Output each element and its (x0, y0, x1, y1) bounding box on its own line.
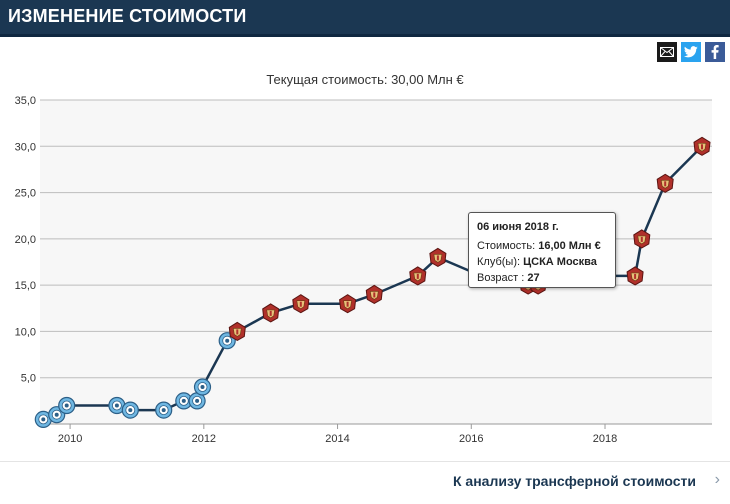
mail-share-button[interactable] (657, 42, 677, 62)
tooltip-club-label: Клуб(ы): (477, 256, 521, 268)
tooltip-age-label: Возраст : (477, 272, 525, 284)
data-point[interactable] (155, 401, 173, 419)
tooltip-club: ЦСКА Москва (523, 256, 597, 268)
facebook-icon (711, 45, 719, 59)
data-point[interactable] (656, 173, 674, 193)
data-point[interactable] (262, 303, 280, 323)
chevron-right-icon[interactable]: › (714, 471, 720, 488)
tooltip-age: 27 (527, 272, 540, 284)
data-point[interactable] (34, 410, 52, 428)
footer-divider (0, 461, 730, 462)
y-tick-label: 30,0 (15, 141, 36, 153)
x-tick-label: 2012 (192, 433, 216, 445)
facebook-share-button[interactable] (705, 42, 725, 62)
data-point[interactable] (429, 247, 447, 267)
data-point[interactable] (409, 266, 427, 286)
tooltip-value-label: Стоимость: (477, 240, 536, 252)
tooltip-date: 06 июня 2018 г. (477, 221, 559, 233)
data-point[interactable] (228, 321, 246, 341)
y-tick-label: 10,0 (15, 326, 36, 338)
mail-icon (660, 47, 674, 57)
tooltip: 06 июня 2018 г. Стоимость: 16,00 Млн € К… (468, 212, 616, 288)
x-tick-label: 2018 (593, 433, 617, 445)
data-point[interactable] (693, 136, 711, 156)
y-tick-label: 35,0 (15, 95, 36, 107)
data-point[interactable] (339, 294, 357, 314)
x-tick-label: 2016 (459, 433, 483, 445)
value-chart: 5,0 10,0 15,0 20,0 25,0 30,0 35,0 2010 2012 2014… (15, 95, 712, 445)
x-tick-label: 2014 (325, 433, 349, 445)
data-point[interactable] (193, 378, 212, 396)
data-point[interactable] (175, 392, 193, 410)
x-tick-label: 2010 (58, 433, 82, 445)
y-tick-label: 20,0 (15, 234, 36, 246)
data-point[interactable] (58, 396, 76, 415)
tooltip-value: 16,00 Млн € (538, 240, 601, 252)
data-point[interactable] (365, 284, 383, 304)
y-tick-label: 15,0 (15, 280, 36, 292)
section-header: ИЗМЕНЕНИЕ СТОИМОСТИ (0, 0, 730, 37)
data-point[interactable] (633, 229, 651, 249)
y-tick-label: 5,0 (21, 373, 36, 385)
data-point[interactable] (121, 401, 139, 419)
twitter-icon (684, 46, 698, 58)
data-point[interactable] (626, 266, 644, 286)
twitter-share-button[interactable] (681, 42, 701, 62)
chart-title: Текущая стоимость: 30,00 Млн € (266, 72, 464, 87)
transfer-analysis-link[interactable]: К анализу трансферной стоимости (453, 473, 696, 489)
data-point[interactable] (292, 294, 310, 314)
section-title: ИЗМЕНЕНИЕ СТОИМОСТИ (8, 6, 247, 26)
y-tick-label: 25,0 (15, 188, 36, 200)
data-point[interactable] (108, 396, 126, 415)
data-point[interactable] (188, 392, 206, 410)
